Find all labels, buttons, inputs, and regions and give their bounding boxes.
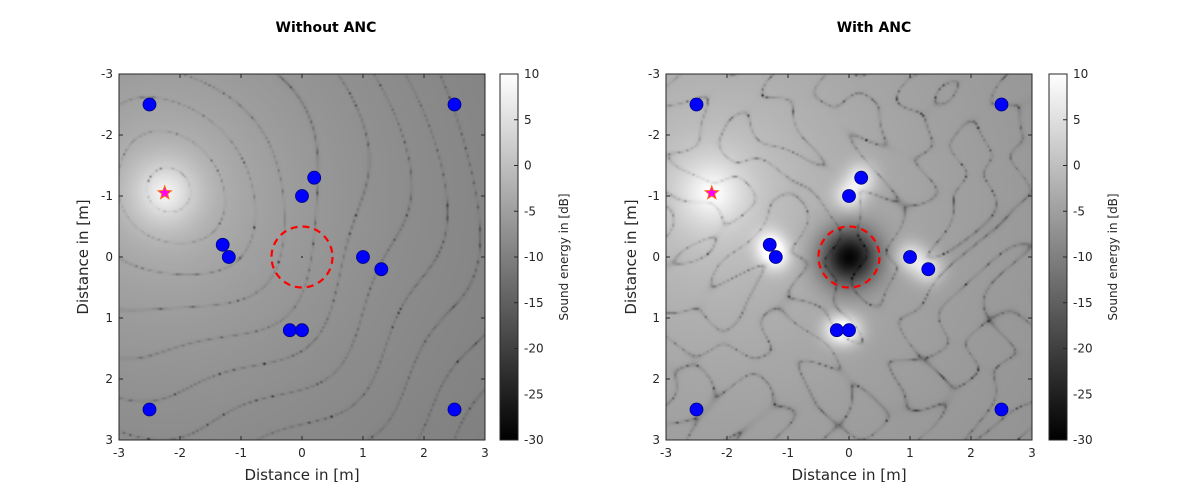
marks-layer — [689, 97, 1009, 417]
y-tick-label: 0 — [105, 250, 113, 264]
y-tick-label: -1 — [648, 189, 660, 203]
y-tick-label: -3 — [648, 67, 660, 81]
colorbar-tick-label: -20 — [1073, 342, 1093, 356]
noise-source-marker — [156, 184, 173, 200]
x-tick-label: -1 — [782, 446, 794, 460]
quiet-zone-center — [301, 256, 303, 258]
x-tick-label: -3 — [113, 446, 125, 460]
speaker-marker — [221, 250, 236, 264]
speaker-marker — [447, 97, 462, 112]
chart-title: Without ANC — [276, 20, 377, 36]
x-axis-label: Distance in [m] — [791, 466, 906, 484]
colorbar-tick-label: -5 — [1073, 204, 1085, 218]
colorbar-label: Sound energy in [dB] — [557, 193, 571, 320]
colorbar-tick-label: 10 — [524, 67, 539, 81]
colorbar-tick-label: -25 — [1073, 387, 1093, 401]
colorbar-tick-label: -15 — [1073, 296, 1093, 310]
y-tick-label: 3 — [105, 433, 113, 447]
y-tick-label: -2 — [101, 128, 113, 142]
speaker-marker — [689, 97, 704, 112]
x-tick-label: 2 — [420, 446, 428, 460]
x-tick-label: 0 — [845, 446, 853, 460]
chart-title: With ANC — [837, 20, 912, 36]
x-tick-label: -3 — [660, 446, 672, 460]
speaker-marker — [689, 402, 704, 417]
speaker-marker — [768, 250, 783, 264]
y-tick-label: -2 — [648, 128, 660, 142]
colorbar-ticks: -30 -25 -20 -15 -10 -5 0 5 10 — [1063, 67, 1093, 447]
y-tick-label: 2 — [652, 372, 660, 386]
y-tick-label: 2 — [105, 372, 113, 386]
colorbar-tick-label: -30 — [524, 433, 544, 447]
speaker-marker — [842, 189, 856, 203]
quiet-zone-circle — [817, 225, 881, 289]
x-tick-label: 1 — [359, 446, 367, 460]
speaker-marker — [829, 323, 844, 338]
speaker-marker — [142, 402, 157, 417]
colorbar-tick-label: -15 — [524, 296, 544, 310]
speaker-marker — [994, 402, 1009, 417]
colorbar-tick-label: -10 — [1073, 250, 1093, 264]
y-axis-label: Distance in [m] — [74, 199, 92, 314]
x-tick-label: -2 — [721, 446, 733, 460]
speaker-marker — [374, 262, 389, 277]
speaker-marker — [307, 170, 322, 185]
speaker-marker — [282, 323, 297, 338]
speaker-marker — [842, 323, 856, 338]
colorbar-tick-label: -25 — [524, 387, 544, 401]
speaker-marker — [921, 262, 936, 277]
x-axis-label: Distance in [m] — [244, 466, 359, 484]
colorbar-tick-label: -30 — [1073, 433, 1093, 447]
speaker-marker — [762, 237, 777, 252]
speaker-marker — [215, 237, 230, 252]
quiet-zone-center — [848, 256, 850, 258]
y-tick-label: -3 — [101, 67, 113, 81]
x-tick-label: 2 — [967, 446, 975, 460]
speaker-marker — [447, 402, 462, 417]
y-tick-label: 3 — [652, 433, 660, 447]
speaker-marker — [295, 189, 309, 203]
colorbar-tick-label: 0 — [1073, 159, 1081, 173]
x-tick-label: 3 — [1028, 446, 1036, 460]
colorbar-label: Sound energy in [dB] — [1106, 193, 1120, 320]
colorbar-tick-label: -20 — [524, 342, 544, 356]
y-axis-label: Distance in [m] — [622, 199, 640, 314]
y-tick-label: 1 — [105, 311, 113, 325]
colorbar-tick-label: -5 — [524, 204, 536, 218]
x-tick-label: -2 — [174, 446, 186, 460]
x-tick-label: 1 — [906, 446, 914, 460]
x-tick-label: 3 — [481, 446, 489, 460]
speaker-marker — [295, 323, 309, 338]
speaker-marker — [903, 250, 917, 264]
speaker-marker — [854, 170, 869, 185]
y-tick-label: -1 — [101, 189, 113, 203]
speaker-marker — [994, 97, 1009, 112]
colorbar-ticks: -30 -25 -20 -15 -10 -5 0 5 10 — [514, 67, 544, 447]
quiet-zone-circle — [270, 225, 334, 289]
colorbar-tick-label: 10 — [1073, 67, 1088, 81]
colorbar-tick-label: 0 — [524, 159, 532, 173]
colorbar-tick-label: -10 — [524, 250, 544, 264]
x-tick-label: 0 — [298, 446, 306, 460]
speaker-marker — [142, 97, 157, 112]
colorbar-tick-label: 5 — [524, 113, 532, 127]
colorbar-tick-label: 5 — [1073, 113, 1081, 127]
speaker-marker — [356, 250, 370, 264]
noise-source-marker — [703, 184, 720, 200]
x-tick-label: -1 — [235, 446, 247, 460]
marks-layer — [142, 97, 462, 417]
y-tick-label: 1 — [652, 311, 660, 325]
y-tick-label: 0 — [652, 250, 660, 264]
